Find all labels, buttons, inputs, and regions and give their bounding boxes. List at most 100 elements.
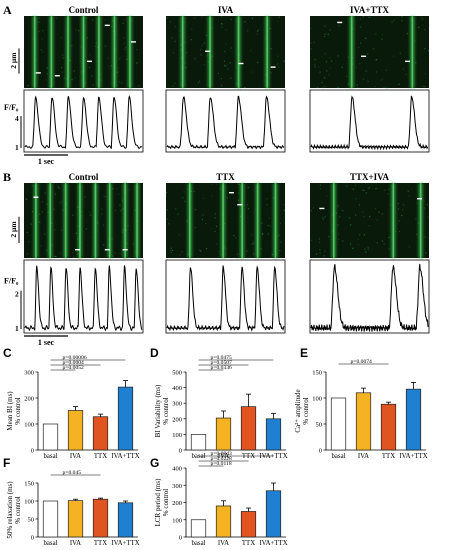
x-tick-label: basal [44,453,58,460]
calcium-transient-core [50,16,53,88]
calcium-transient-core [108,183,111,258]
p-value-label: p=0.0507 [211,360,233,366]
calcium-transient-core [256,183,259,258]
panel-letter: F [3,456,10,470]
bar-basal [42,423,59,451]
bar-iva-ttx [405,388,422,451]
panel-letter: D [150,346,159,360]
panel-title: TTX+IVA [350,172,389,182]
y-label-line: % control [302,397,310,424]
x-tick-label: basal [192,540,206,547]
spark-marker [205,50,211,52]
panel-title: Control [69,172,99,182]
fluorescence-trace [24,265,143,332]
calcium-transient-core [33,16,36,88]
bar-iva-ttx [265,418,282,451]
fluorescence-trace [166,95,285,150]
calcium-transient-core [82,16,85,88]
trace-ytick-top: 4 [15,114,19,123]
x-tick-label: IVA+TTX [399,453,427,460]
fluorescence-trace [166,265,285,332]
p-value-label: p=0.0043 [211,451,233,457]
y-tick-label: 0 [31,448,34,455]
calcium-transient-core [333,183,335,258]
p-value-label: p=0.0336 [211,365,233,371]
bar-ttx [240,406,257,451]
p-value-label: p=0.0004 [63,360,85,366]
y-tick-label: 0 [31,535,34,542]
panel-letter: E [300,346,308,360]
y-tick-label: 0 [179,448,182,455]
y-tick-label: 100 [172,432,182,439]
x-tick-label: basal [44,540,58,547]
p-value-label: p=0.045 [63,470,82,476]
spark-marker [75,249,81,251]
bar-basal [330,397,347,451]
bar-iva [67,410,84,451]
spark-marker [361,55,367,57]
y-tick-label: 500 [172,370,182,377]
x-tick-label: TTX [382,453,395,460]
x-tick-label: IVA [70,540,81,547]
spark-marker [238,62,244,65]
p-value-label: p=0.0052 [63,365,85,371]
y-tick-label: 200 [172,416,182,423]
spark-marker [237,204,243,206]
chart-c: C 0 100 200 300 Mean BI (ms)% control basal IVA… [3,346,140,460]
fluorescence-trace [310,95,429,151]
spark-marker [337,21,343,24]
y-tick-label: 200 [24,396,34,403]
y-label-line: LCR period (ms) [154,478,162,526]
panel-letter-a: A [3,3,12,17]
spark-marker [319,207,325,210]
spark-marker [416,198,422,200]
calcium-transient-core [419,183,422,258]
bar-basal [190,519,207,538]
bar-ttx [92,416,109,451]
calcium-transient-core [79,183,81,258]
y-tick-label: 100 [312,396,322,403]
spark-marker [405,60,411,63]
y-label-line: 50% relaxation (ms) [6,481,14,539]
y-tick-label: 100 [24,422,34,429]
y-tick-label: 150 [312,370,322,377]
calcium-transient-core [49,183,51,258]
calcium-transient-core [94,183,97,258]
bar-iva [215,417,232,451]
x-tick-label: IVA [218,453,229,460]
calcium-transient-core [392,183,395,258]
panel-title: IVA [218,5,234,15]
scale-label: 2 µm [9,52,18,69]
trace-ylabel: F/F₀ [4,103,19,112]
x-tick-label: TTX [94,453,107,460]
x-tick-label: TTX [242,453,255,460]
bar-iva-ttx [117,502,134,538]
spark-marker [228,192,234,194]
y-tick-label: 300 [24,370,34,377]
x-tick-label: TTX [94,540,107,547]
calcium-transient-core [241,183,243,258]
fluorescence-trace [310,263,429,332]
linescan-noise [310,16,431,89]
calcium-transient-core [124,183,126,258]
y-tick-label: 0 [319,448,322,455]
bar-iva-ttx [265,490,282,538]
calcium-transient-core [136,183,138,258]
calcium-transient-core [350,16,353,88]
x-tick-label: basal [332,453,346,460]
x-tick-label: TTX [242,540,255,547]
time-bar-label: 1 sec [38,338,55,347]
spark-marker [122,249,128,251]
y-label-line: % control [14,397,22,424]
y-label-line: Mean BI (ms) [6,391,14,431]
spark-marker [33,196,39,198]
chart-e: E 0 50 100 150 Ca²⁺ amplitude% control basal IV… [294,346,428,460]
x-tick-label: IVA [70,453,81,460]
bar-basal [190,434,207,451]
x-tick-label: IVA [358,453,369,460]
y-tick-label: 150 [24,481,34,488]
